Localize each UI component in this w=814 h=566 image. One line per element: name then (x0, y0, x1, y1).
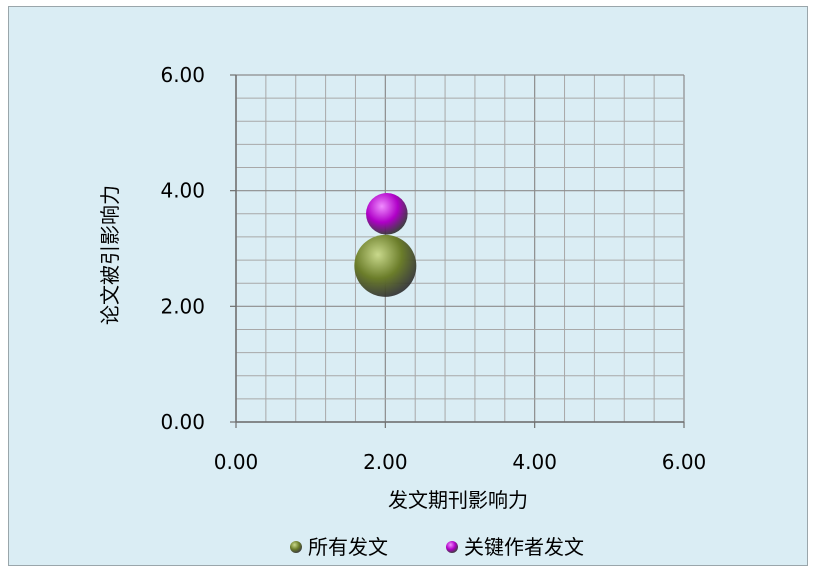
x-tick-label: 4.00 (512, 450, 557, 474)
tick-labels: 0.00 0.00 2.00 2.00 4.00 4.00 6.00 6.00 (160, 63, 706, 474)
legend-marker (446, 541, 458, 553)
x-axis-title: 发文期刊影响力 (388, 488, 528, 512)
bubbles (354, 193, 417, 297)
bubble-key-author-papers[interactable] (366, 193, 408, 235)
bubble-all-papers[interactable] (354, 234, 417, 297)
legend-label: 所有发文 (308, 535, 388, 559)
grid (235, 74, 685, 423)
x-tick-label: 2.00 (363, 450, 408, 474)
y-tick-label: 6.00 (160, 63, 205, 87)
bubble-chart: 0.00 0.00 2.00 2.00 4.00 4.00 6.00 6.00 发文期刊影响力… (98, 63, 706, 559)
x-tick-label: 0.00 (214, 450, 259, 474)
y-tick-label: 4.00 (160, 179, 205, 203)
legend-label: 关键作者发文 (464, 535, 584, 559)
legend-marker (290, 541, 302, 553)
y-tick-label: 0.00 (160, 410, 205, 434)
legend: 所有发文 关键作者发文 (290, 535, 584, 559)
x-tick-label: 6.00 (662, 450, 707, 474)
chart-area: 0.00 0.00 2.00 2.00 4.00 4.00 6.00 6.00 发文期刊影响力… (8, 6, 808, 566)
axes (230, 74, 685, 428)
y-tick-label: 2.00 (160, 294, 205, 318)
y-axis-title: 论文被引影响力 (98, 185, 122, 325)
